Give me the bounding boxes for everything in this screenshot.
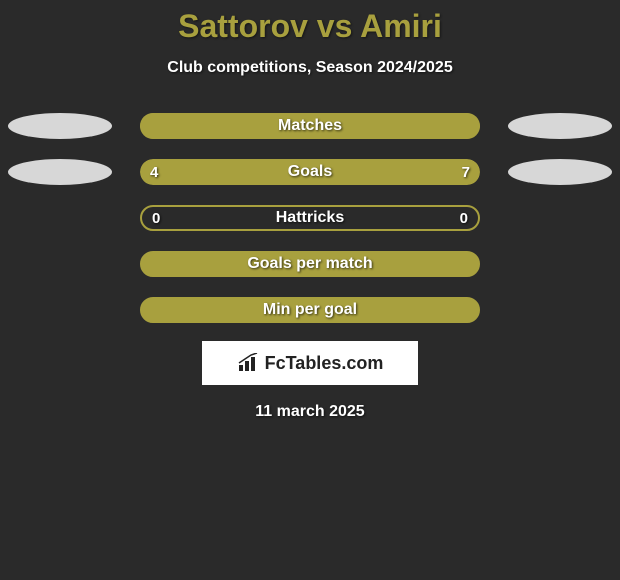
oval-right — [508, 113, 612, 139]
chart-icon — [237, 353, 261, 373]
stat-row: Goals per match — [0, 251, 620, 277]
stat-row: 4 7 Goals — [0, 159, 620, 185]
bar-label: Goals per match — [247, 255, 372, 273]
bar-label: Min per goal — [263, 301, 357, 319]
comparison-widget: Sattorov vs Amiri Club competitions, Sea… — [0, 0, 620, 580]
bar-track: 0 0 Hattricks — [140, 205, 480, 231]
logo-box[interactable]: FcTables.com — [202, 341, 418, 385]
value-left: 4 — [150, 164, 158, 181]
stat-row: Matches — [0, 113, 620, 139]
oval-right — [508, 159, 612, 185]
value-left: 0 — [152, 210, 160, 227]
subtitle: Club competitions, Season 2024/2025 — [0, 59, 620, 77]
bar-fill-left — [140, 159, 262, 185]
value-right: 0 — [460, 210, 468, 227]
date-text: 11 march 2025 — [0, 403, 620, 421]
page-title: Sattorov vs Amiri — [0, 0, 620, 45]
bar-label: Matches — [278, 117, 342, 135]
oval-left — [8, 159, 112, 185]
bar-track: Min per goal — [140, 297, 480, 323]
stat-row: 0 0 Hattricks — [0, 205, 620, 231]
bar-label: Goals — [288, 163, 332, 181]
logo: FcTables.com — [237, 353, 384, 374]
stat-row: Min per goal — [0, 297, 620, 323]
stat-rows: Matches 4 7 Goals 0 0 Hattricks Goals per match… — [0, 113, 620, 323]
bar-track: Matches — [140, 113, 480, 139]
bar-label: Hattricks — [276, 209, 344, 227]
value-right: 7 — [462, 164, 470, 181]
logo-text: FcTables.com — [265, 353, 384, 374]
oval-left — [8, 113, 112, 139]
bar-track: Goals per match — [140, 251, 480, 277]
bar-track: 4 7 Goals — [140, 159, 480, 185]
